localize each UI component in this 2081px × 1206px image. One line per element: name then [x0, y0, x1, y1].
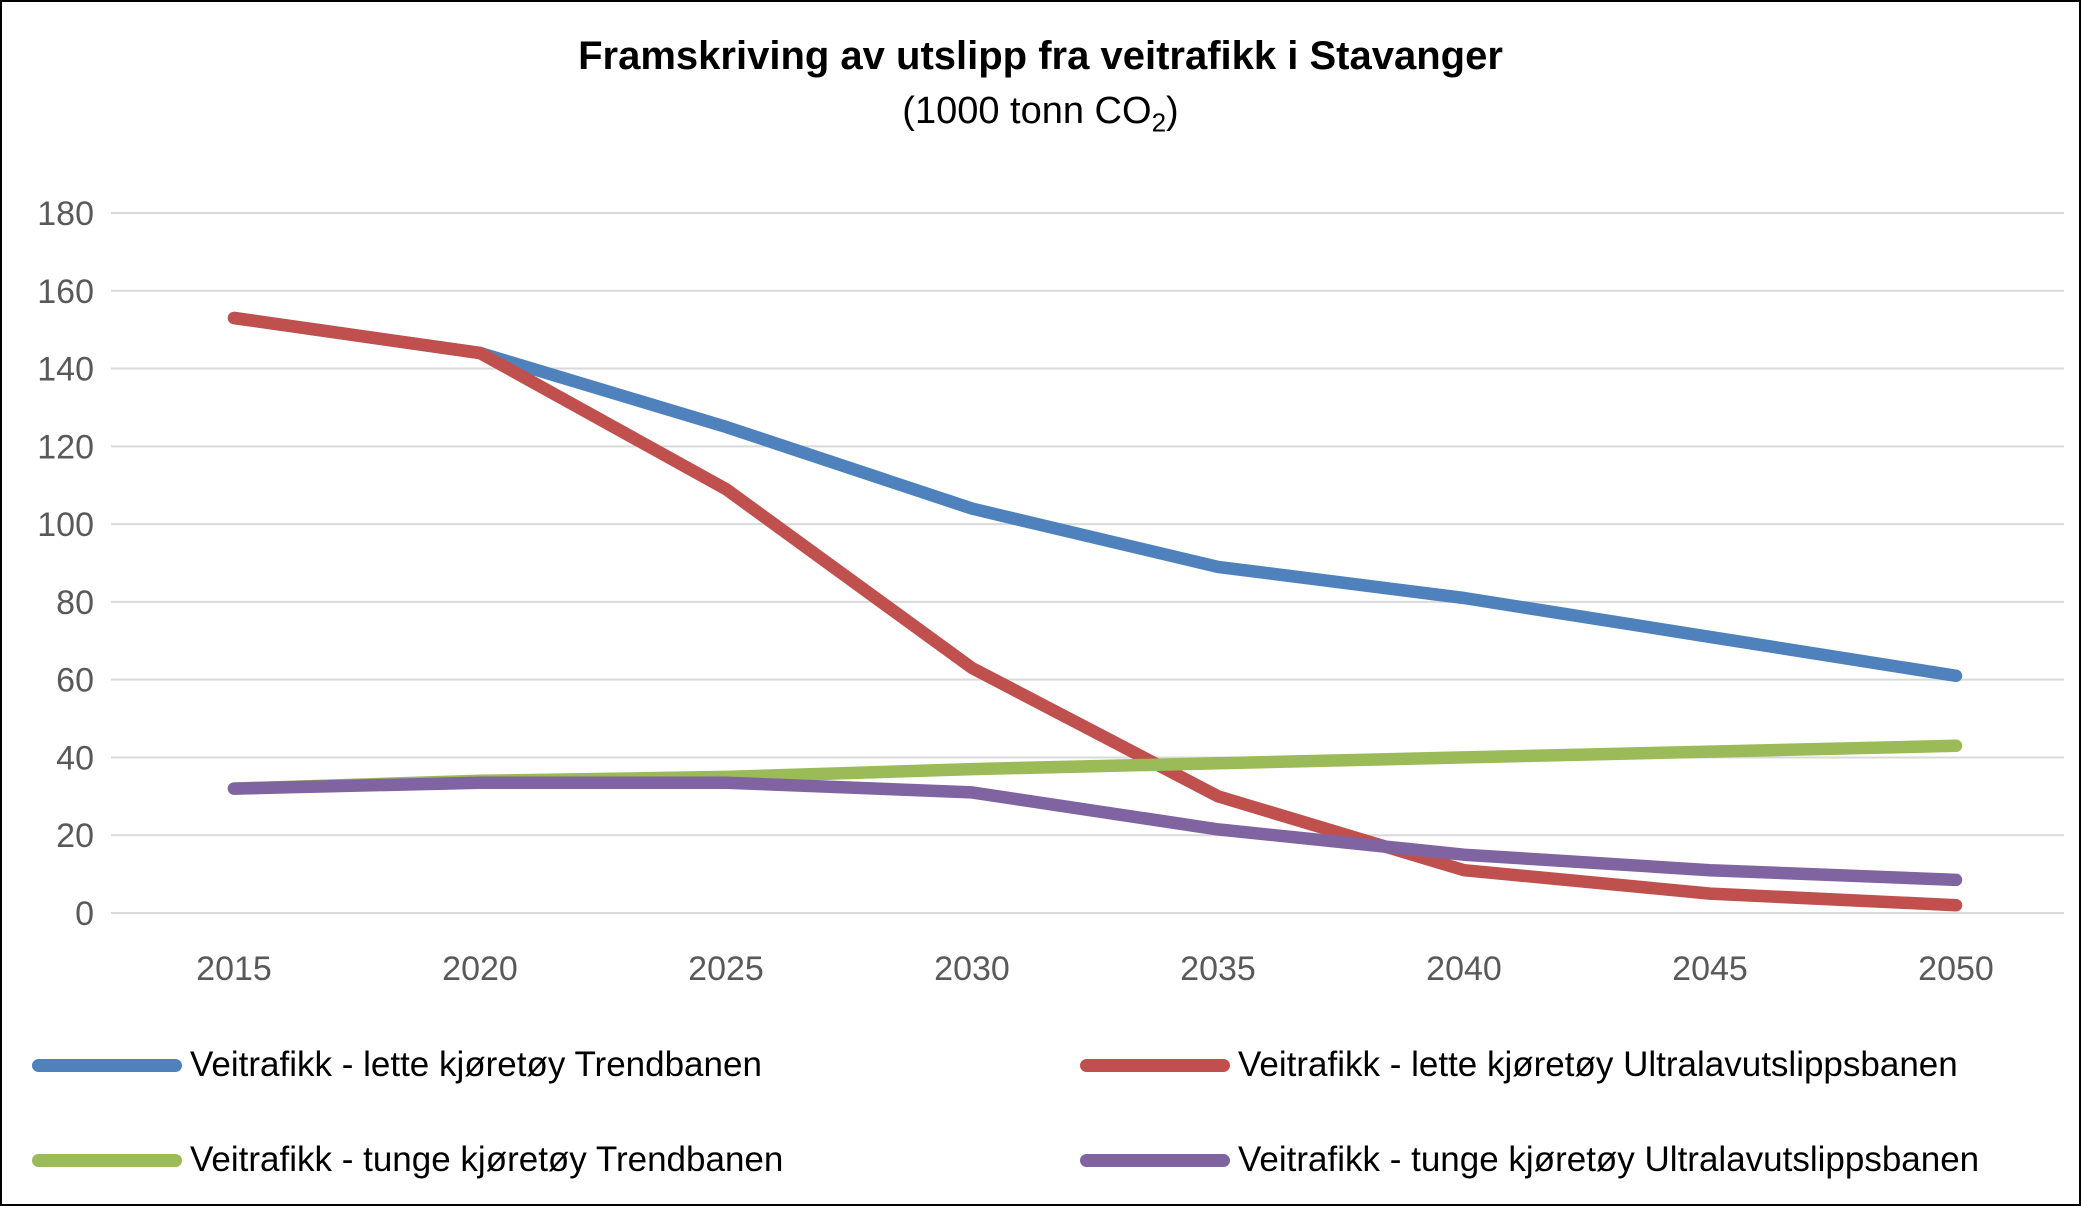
legend-item-1: Veitrafikk - lette kjøretøy Ultralavutsl… — [1080, 1030, 1979, 1100]
chart-title: Framskriving av utslipp fra veitrafikk i… — [578, 34, 1503, 78]
series-line-1 — [227, 311, 1963, 912]
legend-label: Veitrafikk - lette kjøretøy Ultralavutsl… — [1238, 1045, 1958, 1084]
y-tick-label-180: 180 — [37, 195, 94, 233]
chart-subtitle: (1000 tonn CO2) — [2, 90, 2079, 139]
y-tick-label-140: 140 — [37, 351, 94, 389]
series-line-3 — [227, 776, 1963, 887]
x-tick-label-2050: 2050 — [1918, 950, 1994, 988]
x-tick-label-2020: 2020 — [442, 950, 518, 988]
y-tick-label-120: 120 — [37, 428, 94, 466]
y-tick-label-20: 20 — [56, 817, 94, 855]
y-tick-label-100: 100 — [37, 506, 94, 544]
legend-item-3: Veitrafikk - tunge kjøretøy Ultralavutsl… — [1080, 1125, 1979, 1195]
legend-swatch-icon — [1080, 1058, 1230, 1072]
y-tick-label-40: 40 — [56, 739, 94, 777]
legend-item-2: Veitrafikk - tunge kjøretøy Trendbanen — [32, 1125, 1080, 1195]
legend-label: Veitrafikk - tunge kjøretøy Ultralavutsl… — [1238, 1140, 1980, 1179]
legend-swatch-icon — [1080, 1153, 1230, 1167]
subtitle-text: (1000 tonn CO — [902, 90, 1152, 132]
legend-item-0: Veitrafikk - lette kjøretøy Trendbanen — [32, 1030, 1080, 1100]
y-tick-label-0: 0 — [75, 895, 94, 933]
y-tick-label-80: 80 — [56, 584, 94, 622]
legend: Veitrafikk - lette kjøretøy Trendbanen Ve… — [32, 1030, 1979, 1195]
legend-label: Veitrafikk - tunge kjøretøy Trendbanen — [190, 1140, 784, 1179]
x-tick-label-2035: 2035 — [1180, 950, 1256, 988]
x-tick-label-2045: 2045 — [1672, 950, 1748, 988]
x-tick-label-2025: 2025 — [688, 950, 764, 988]
series-line-0 — [227, 311, 1963, 683]
x-tick-label-2040: 2040 — [1426, 950, 1502, 988]
legend-swatch-icon — [32, 1058, 182, 1072]
y-tick-label-60: 60 — [56, 662, 94, 700]
x-tick-label-2015: 2015 — [196, 950, 272, 988]
subtitle-close-paren: ) — [1166, 90, 1179, 132]
legend-swatch-icon — [32, 1153, 182, 1167]
y-tick-label-160: 160 — [37, 273, 94, 311]
legend-label: Veitrafikk - lette kjøretøy Trendbanen — [190, 1045, 762, 1084]
x-tick-label-2030: 2030 — [934, 950, 1010, 988]
subtitle-subscript: 2 — [1151, 107, 1167, 138]
